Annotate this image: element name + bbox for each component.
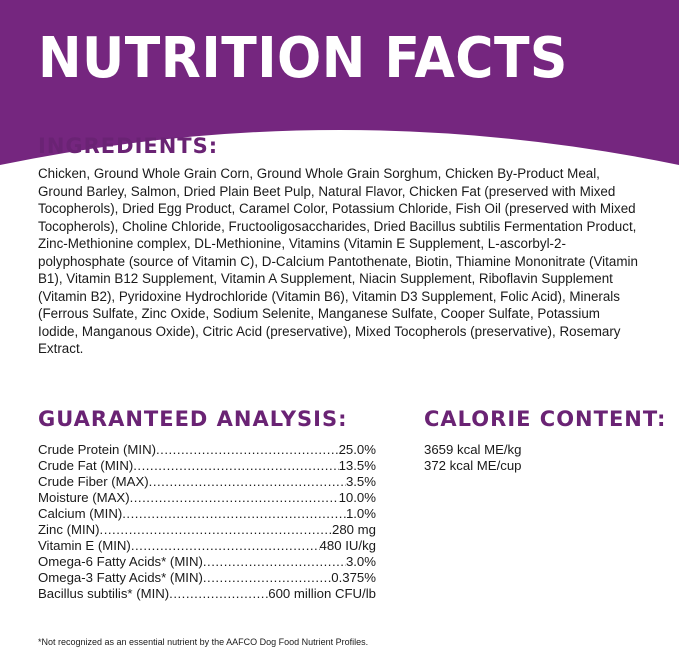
analysis-row: Bacillus subtilis* (MIN) 600 million CFU/… [38, 586, 376, 602]
analysis-value: 10.0% [338, 489, 376, 505]
analysis-label: Moisture (MAX) [38, 489, 130, 505]
calorie-content: 3659 kcal ME/kg 372 kcal ME/cup [424, 442, 522, 474]
analysis-value: 3.0% [345, 553, 376, 569]
calorie-line: 372 kcal ME/cup [424, 457, 522, 473]
analysis-row: Vitamin E (MIN) 480 IU/kg [38, 538, 376, 554]
header-band [0, 0, 679, 165]
analysis-row: Omega-3 Fatty Acids* (MIN) 0.375% [38, 570, 376, 586]
footnote: *Not recognized as an essential nutrient… [38, 637, 369, 647]
page-title: NUTRITION FACTS [38, 26, 568, 91]
analysis-label: Crude Protein (MIN) [38, 442, 156, 457]
analysis-value: 480 IU/kg [319, 537, 376, 553]
analysis-label: Calcium (MIN) [38, 505, 123, 521]
analysis-value: 3.5% [345, 473, 376, 489]
analysis-row: Calcium (MIN) 1.0% [38, 506, 376, 522]
ingredients-text: Chicken, Ground Whole Grain Corn, Ground… [38, 166, 638, 356]
analysis-label: Bacillus subtilis* (MIN) [38, 585, 170, 601]
analysis-value: 280 mg [332, 521, 376, 537]
analysis-label: Omega-3 Fatty Acids* (MIN) [38, 569, 203, 585]
analysis-row: Zinc (MIN) 280 mg [38, 522, 376, 538]
analysis-row: Crude Fiber (MAX) 3.5% [38, 474, 376, 490]
analysis-label: Vitamin E (MIN) [38, 537, 131, 553]
analysis-value: 25.0% [338, 442, 376, 457]
guaranteed-analysis-table: Crude Protein (MIN) 25.0% Crude Fat (MIN)… [38, 442, 376, 602]
analysis-row: Crude Protein (MIN) 25.0% [38, 442, 376, 458]
analysis-row: Omega-6 Fatty Acids* (MIN) 3.0% [38, 554, 376, 570]
guaranteed-analysis-heading: GUARANTEED ANALYSIS: [38, 407, 348, 431]
calorie-line: 3659 kcal ME/kg [424, 442, 522, 457]
analysis-label: Omega-6 Fatty Acids* (MIN) [38, 553, 203, 569]
analysis-row: Moisture (MAX) 10.0% [38, 490, 376, 506]
analysis-label: Zinc (MIN) [38, 521, 100, 537]
analysis-value: 1.0% [345, 505, 376, 521]
analysis-value: 600 million CFU/lb [268, 585, 376, 601]
analysis-value: 0.375% [331, 569, 376, 585]
ingredients-heading: INGREDIENTS: [38, 134, 219, 158]
analysis-label: Crude Fat (MIN) [38, 457, 134, 473]
calorie-content-heading: CALORIE CONTENT: [424, 407, 667, 431]
analysis-value: 13.5% [338, 457, 376, 473]
analysis-row: Crude Fat (MIN) 13.5% [38, 458, 376, 474]
analysis-label: Crude Fiber (MAX) [38, 473, 149, 489]
